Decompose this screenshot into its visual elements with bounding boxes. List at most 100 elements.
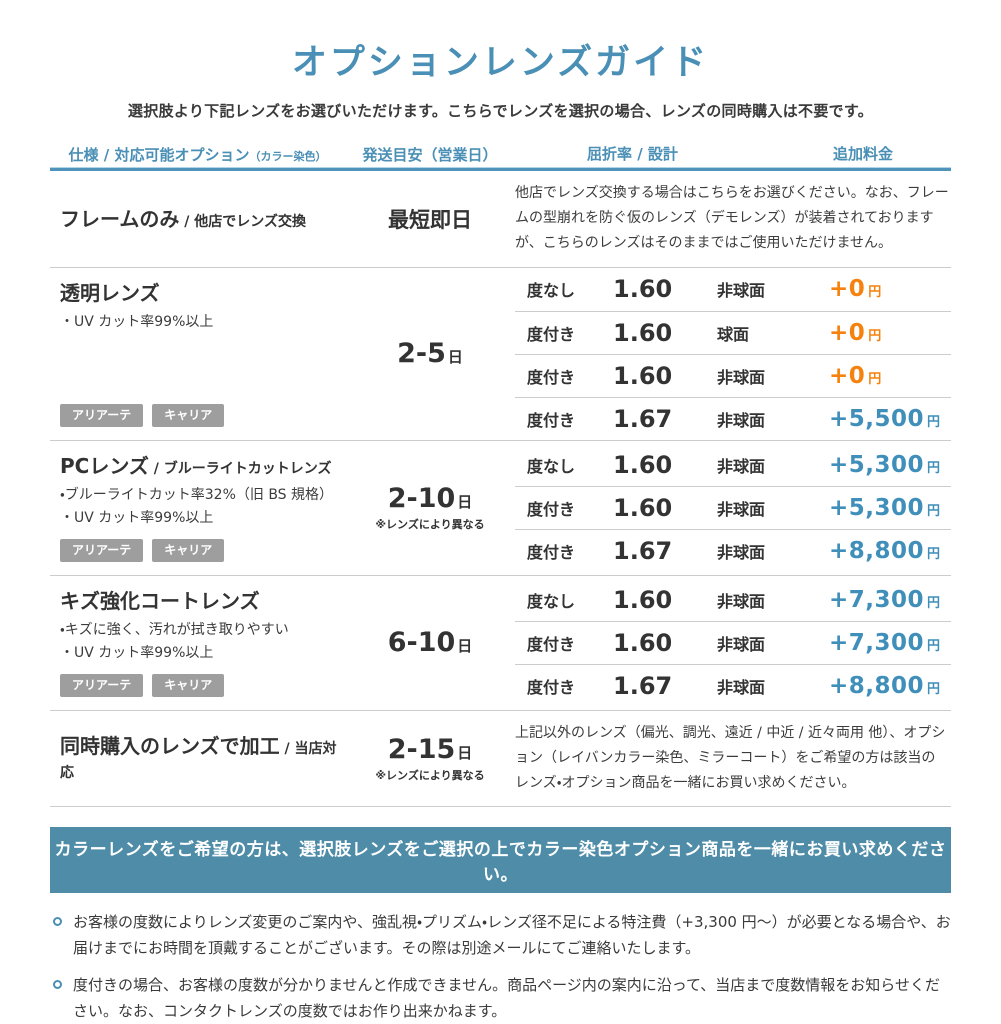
section-shipping-cell: 2-10 日 ※レンズにより異なる [345, 441, 515, 575]
option-refractive-index: 1.67 [613, 672, 673, 701]
lens-brand-badge: キャリア [152, 674, 225, 697]
section-shipping-cell: 2-15 日 ※レンズにより異なる [345, 711, 515, 807]
lens-name: フレームのみ / 他店でレンズ交換 [60, 207, 339, 231]
page-subtitle: 選択肢より下記レンズをお選びいただけます。こちらでレンズを選択の場合、レンズの同… [127, 102, 874, 120]
lens-name-main: 同時購入のレンズで加工 [60, 734, 280, 759]
option-price-unit: 円 [868, 371, 882, 387]
section-spec-cell: 透明レンズ ・UV カット率99%以上 アリアーテ キャリア [50, 268, 345, 440]
option-price: +5,500 円 [829, 406, 951, 432]
option-price-value: +8,800 [829, 538, 925, 565]
option-price-unit: 円 [868, 285, 882, 301]
header-shipping: 発送目安（営業日） [362, 145, 498, 164]
notes-list: お客様の度数によりレンズ変更のご案内や、強乱視・プリズム・レンズ径不足による特注… [50, 909, 951, 1024]
bullet-circle-icon [53, 979, 62, 989]
shipping-days: 2-5 [397, 338, 446, 370]
section-detail-cell: 上記以外のレンズ（偏光、調光、遠近 / 中近 / 近々両用 他）、オプション（レ… [515, 711, 951, 807]
header-index-design: 屈折率 / 設計 [587, 145, 678, 163]
shipping-estimate: 6-10 日 [388, 627, 473, 658]
section-detail-cell: 度なし 1.60 非球面 +0 円度付き 1.60 球面 +0 円度付き 1.60 非球面 +0 円度付… [515, 268, 951, 440]
shipping-days-unit: 日 [447, 348, 463, 367]
option-design: 非球面 [717, 281, 766, 301]
option-price: +0 円 [829, 276, 951, 302]
lens-brand-badge: アリアーテ [60, 539, 144, 562]
table-section: キズ強化コートレンズ・キズに強く、汚れが拭き取りやすい ・UV カット率99%以上… [50, 576, 951, 711]
shipping-estimate: 2-15 日 [388, 734, 473, 765]
shipping-days-unit: 日 [457, 743, 473, 762]
option-price-value: +7,300 [829, 630, 925, 657]
option-price-unit: 円 [927, 460, 941, 476]
option-design: 非球面 [717, 591, 766, 611]
option-power: 度付き [527, 410, 576, 430]
lens-option-row: 度なし 1.60 非球面 +0 円 [515, 268, 951, 311]
lens-name: PCレンズ / ブルーライトカットレンズ [60, 454, 339, 478]
table-body: フレームのみ / 他店でレンズ交換 最短即日 他店でレンズ交換する場合はこちらをお選… [50, 171, 951, 808]
lens-feature-list: ・キズに強く、汚れが拭き取りやすい ・UV カット率99%以上 [60, 619, 339, 667]
section-detail-cell: 他店でレンズ交換する場合はこちらをお選びください。なお、フレームの型崩れを防ぐ仮… [515, 171, 951, 267]
badge-row: アリアーテ キャリア [60, 539, 339, 562]
option-price-value: +0 [829, 319, 866, 346]
section-spec-cell: キズ強化コートレンズ・キズに強く、汚れが拭き取りやすい ・UV カット率99%以上… [50, 576, 345, 710]
shipping-note: ※レンズにより異なる [375, 518, 485, 532]
option-power: 度なし [527, 591, 576, 611]
option-price-value: +8,800 [829, 673, 925, 700]
shipping-days: 2-10 [387, 483, 456, 515]
table-header-row: 仕様 / 対応可能オプション（カラー染色） 発送目安（営業日） 屈折率 / 設計… [50, 141, 951, 167]
option-power: 度なし [527, 281, 576, 301]
lens-feature: ・キズに強く、汚れが拭き取りやすい [60, 621, 289, 638]
note-item: お客様の度数によりレンズ変更のご案内や、強乱視・プリズム・レンズ径不足による特注… [50, 909, 951, 962]
lens-option-row: 度なし 1.60 非球面 +7,300 円 [515, 578, 951, 621]
section-detail-cell: 度なし 1.60 非球面 +7,300 円度付き 1.60 非球面 +7,300 円度付き 1.6… [515, 576, 951, 710]
lens-name-suffix: / 他店でレンズ交換 [179, 213, 306, 230]
header-right-group: 屈折率 / 設計 追加料金 [515, 141, 951, 167]
option-design: 非球面 [717, 635, 766, 655]
option-price-unit: 円 [927, 639, 941, 655]
badge-row: アリアーテ キャリア [60, 404, 339, 427]
option-power: 度付き [527, 367, 576, 387]
lens-name-main: フレームのみ [60, 206, 180, 231]
note-text: 度付きの場合、お客様の度数が分かりませんと作成できません。商品ページ内の案内に沿… [73, 975, 941, 1020]
option-price: +8,800 円 [829, 673, 951, 699]
option-design: 非球面 [717, 410, 766, 430]
header-price: 追加料金 [833, 145, 894, 163]
shipping-days: 6-10 [387, 627, 456, 659]
lens-feature-list: ・ブルーライトカット率32%（旧 BS 規格） ・UV カット率99%以上 [60, 484, 339, 532]
option-price-value: +0 [829, 362, 866, 389]
lens-option-row: 度付き 1.67 非球面 +8,800 円 [515, 529, 951, 572]
section-description: 他店でレンズ交換する場合はこちらをお選びください。なお、フレームの型崩れを防ぐ仮… [515, 185, 949, 252]
section-spec-cell: フレームのみ / 他店でレンズ交換 [50, 171, 345, 267]
option-price-unit: 円 [927, 595, 941, 611]
section-detail-cell: 度なし 1.60 非球面 +5,300 円度付き 1.60 非球面 +5,300 円度付き 1.6… [515, 441, 951, 575]
shipping-estimate: 2-5 日 [397, 338, 463, 369]
option-power: 度付き [527, 543, 576, 563]
option-power: 度付き [527, 678, 576, 698]
table-section: フレームのみ / 他店でレンズ交換 最短即日 他店でレンズ交換する場合はこちらをお選… [50, 171, 951, 268]
option-power: 度付き [527, 324, 576, 344]
lens-name-main: PCレンズ [60, 453, 149, 478]
option-price-unit: 円 [868, 328, 882, 344]
option-price-value: +5,500 [829, 405, 925, 432]
header-spec-small-label: （カラー染色） [249, 149, 327, 163]
color-lens-banner: カラーレンズをご希望の方は、選択肢レンズをご選択の上でカラー染色オプション商品を… [50, 827, 951, 894]
section-description: 上記以外のレンズ（偏光、調光、遠近 / 中近 / 近々両用 他）、オプション（レ… [515, 724, 946, 791]
option-price-unit: 円 [927, 547, 941, 563]
section-shipping-cell: 2-5 日 [345, 268, 515, 440]
badge-row: アリアーテ キャリア [60, 674, 339, 697]
lens-name: キズ強化コートレンズ [60, 589, 339, 613]
lens-guide-page: オプションレンズガイド 選択肢より下記レンズをお選びいただけます。こちらでレンズ… [50, 0, 951, 1024]
table-section: PCレンズ / ブルーライトカットレンズ・ブルーライトカット率32%（旧 BS … [50, 441, 951, 576]
bullet-circle-icon [53, 917, 62, 927]
note-text: お客様の度数によりレンズ変更のご案内や、強乱視・プリズム・レンズ径不足による特注… [73, 913, 951, 958]
lens-feature: ・UV カット率99%以上 [60, 645, 214, 662]
option-price: +7,300 円 [829, 630, 951, 656]
option-refractive-index: 1.60 [613, 318, 673, 347]
shipping-days: 2-15 [387, 733, 456, 765]
option-power: 度付き [527, 635, 576, 655]
header-spec-label: 仕様 / 対応可能オプション [68, 145, 250, 164]
option-price: +0 円 [829, 363, 951, 389]
option-price-value: +5,300 [829, 495, 925, 522]
option-design: 非球面 [717, 456, 766, 476]
option-refractive-index: 1.67 [613, 404, 673, 433]
lens-feature: ・UV カット率99%以上 [60, 313, 214, 330]
shipping-note: ※レンズにより異なる [375, 768, 485, 782]
lens-name: 同時購入のレンズで加工 / 当店対応 [60, 734, 339, 782]
